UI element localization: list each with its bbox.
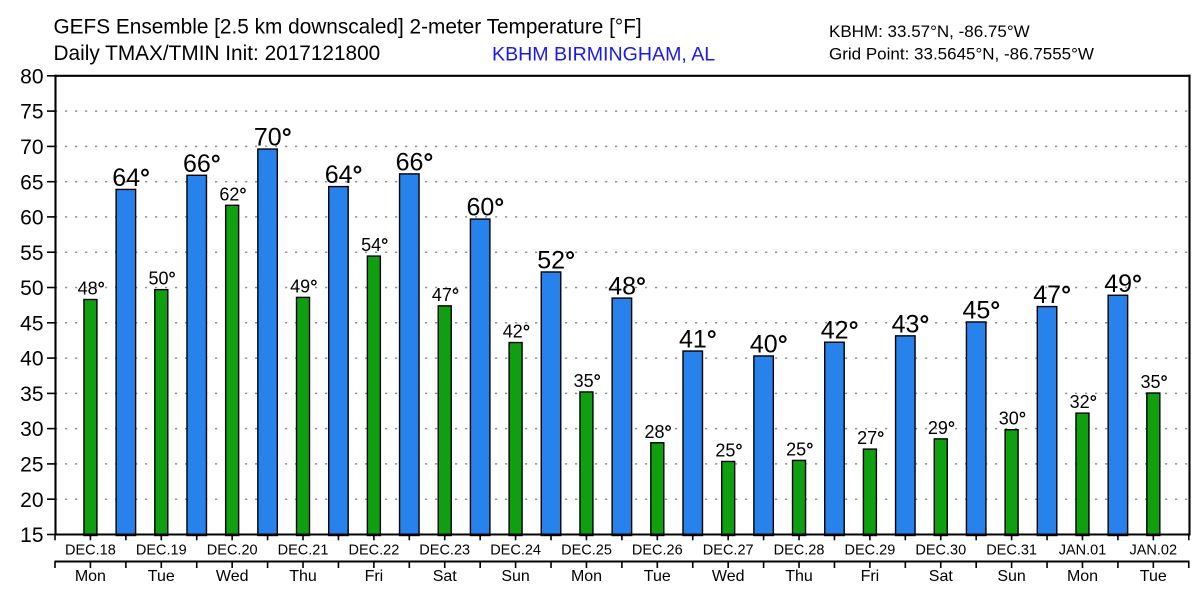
svg-text:Sun: Sun	[997, 568, 1025, 585]
svg-text:42°: 42°	[503, 322, 530, 342]
svg-text:30: 30	[20, 418, 43, 441]
svg-text:35°: 35°	[1140, 372, 1167, 392]
svg-text:Thu: Thu	[785, 568, 813, 585]
svg-text:64°: 64°	[325, 161, 363, 189]
svg-text:28°: 28°	[644, 422, 671, 442]
svg-text:DEC.26: DEC.26	[632, 543, 683, 559]
svg-text:20: 20	[20, 489, 43, 512]
svg-text:48°: 48°	[78, 279, 105, 299]
svg-text:DEC.30: DEC.30	[915, 543, 966, 559]
svg-text:Grid Point: 33.5645°N, -86.755: Grid Point: 33.5645°N, -86.7555°W	[829, 45, 1094, 64]
svg-text:Tue: Tue	[644, 568, 671, 585]
svg-text:49°: 49°	[290, 276, 317, 296]
svg-text:60°: 60°	[466, 194, 504, 222]
svg-text:70: 70	[20, 136, 43, 159]
svg-text:47°: 47°	[432, 285, 459, 305]
svg-text:DEC.23: DEC.23	[419, 543, 470, 559]
svg-text:DEC.24: DEC.24	[490, 543, 541, 559]
svg-text:25°: 25°	[786, 439, 813, 459]
svg-text:66°: 66°	[183, 150, 221, 178]
svg-text:29°: 29°	[928, 418, 955, 438]
svg-text:70°: 70°	[254, 124, 292, 152]
svg-text:Mon: Mon	[75, 568, 106, 585]
svg-text:Fri: Fri	[861, 568, 880, 585]
svg-text:45°: 45°	[962, 296, 1000, 324]
svg-text:Tue: Tue	[148, 568, 175, 585]
svg-text:80: 80	[20, 65, 43, 88]
svg-text:DEC.27: DEC.27	[703, 543, 754, 559]
svg-text:Daily TMAX/TMIN Init: 20171218: Daily TMAX/TMIN Init: 2017121800	[54, 42, 381, 65]
svg-text:50: 50	[20, 277, 43, 300]
svg-text:62°: 62°	[219, 184, 246, 204]
svg-text:JAN.02: JAN.02	[1130, 543, 1178, 559]
svg-text:45: 45	[20, 312, 43, 335]
svg-text:DEC.18: DEC.18	[65, 543, 116, 559]
svg-text:35°: 35°	[574, 371, 601, 391]
svg-text:Tue: Tue	[1140, 568, 1167, 585]
svg-text:60: 60	[20, 207, 43, 230]
svg-text:32°: 32°	[1070, 392, 1097, 412]
svg-text:54°: 54°	[361, 235, 388, 255]
svg-text:Wed: Wed	[712, 568, 745, 585]
svg-text:49°: 49°	[1104, 270, 1142, 298]
svg-text:40: 40	[20, 348, 43, 371]
svg-text:Wed: Wed	[216, 568, 249, 585]
svg-text:25°: 25°	[715, 441, 742, 461]
svg-text:DEC.21: DEC.21	[278, 543, 329, 559]
svg-text:GEFS Ensemble [2.5 km downscal: GEFS Ensemble [2.5 km downscaled] 2-mete…	[54, 16, 642, 39]
svg-text:66°: 66°	[396, 148, 434, 176]
svg-text:35: 35	[20, 383, 43, 406]
svg-text:Sun: Sun	[501, 568, 529, 585]
svg-text:55: 55	[20, 242, 43, 265]
svg-text:Fri: Fri	[365, 568, 384, 585]
svg-text:DEC.28: DEC.28	[774, 543, 825, 559]
svg-text:42°: 42°	[821, 317, 859, 345]
svg-text:JAN.01: JAN.01	[1059, 543, 1107, 559]
svg-text:DEC.22: DEC.22	[349, 543, 400, 559]
svg-text:15: 15	[20, 524, 43, 547]
svg-text:Sat: Sat	[929, 568, 954, 585]
svg-text:DEC.19: DEC.19	[136, 543, 187, 559]
svg-text:48°: 48°	[608, 273, 646, 301]
svg-text:DEC.25: DEC.25	[561, 543, 612, 559]
svg-text:Mon: Mon	[571, 568, 602, 585]
svg-text:KBHM BIRMINGHAM, AL: KBHM BIRMINGHAM, AL	[492, 44, 715, 66]
svg-text:DEC.31: DEC.31	[986, 543, 1037, 559]
svg-text:30°: 30°	[999, 409, 1026, 429]
svg-text:Sat: Sat	[433, 568, 458, 585]
svg-text:75: 75	[20, 101, 43, 124]
svg-text:64°: 64°	[112, 164, 150, 192]
svg-text:52°: 52°	[537, 247, 575, 275]
svg-text:Mon: Mon	[1067, 568, 1098, 585]
svg-text:25: 25	[20, 454, 43, 477]
svg-text:DEC.29: DEC.29	[845, 543, 896, 559]
svg-text:Thu: Thu	[289, 568, 317, 585]
svg-text:47°: 47°	[1033, 281, 1071, 309]
svg-text:40°: 40°	[750, 331, 788, 359]
svg-text:41°: 41°	[679, 326, 717, 354]
svg-text:KBHM: 33.57°N, -86.75°W: KBHM: 33.57°N, -86.75°W	[829, 22, 1030, 41]
svg-text:43°: 43°	[892, 310, 930, 338]
svg-text:27°: 27°	[857, 428, 884, 448]
svg-text:DEC.20: DEC.20	[207, 543, 258, 559]
svg-text:50°: 50°	[148, 269, 175, 289]
svg-text:65: 65	[20, 171, 43, 194]
